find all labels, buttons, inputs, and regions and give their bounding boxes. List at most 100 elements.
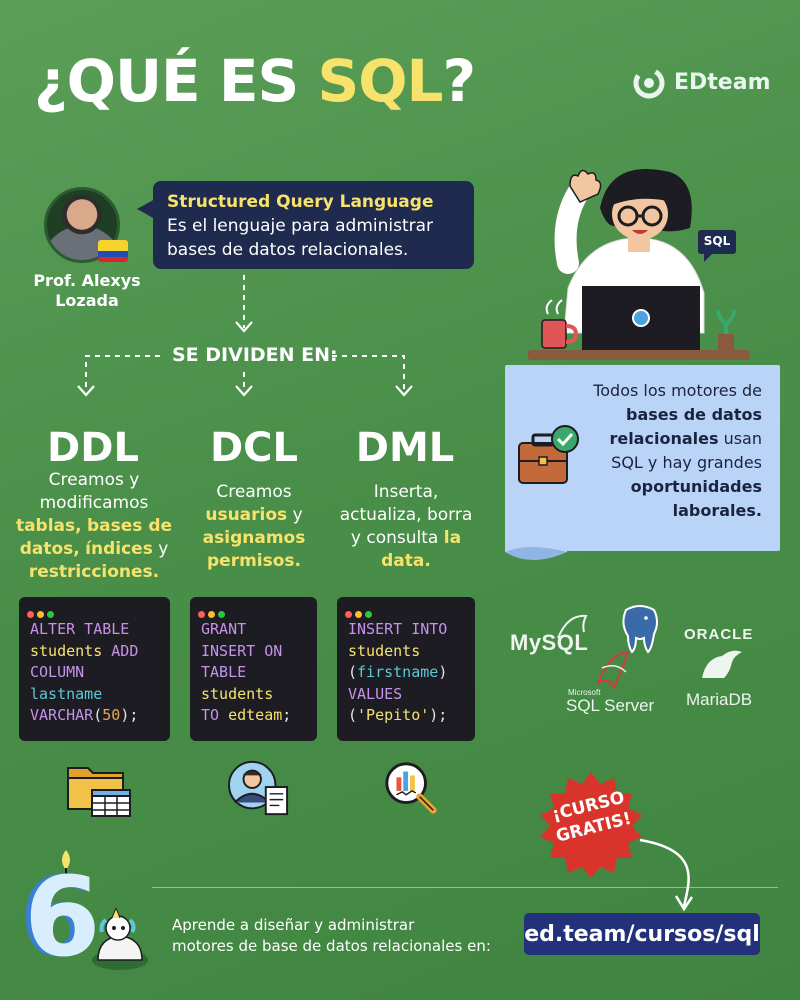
dml-desc-line: data. — [326, 550, 486, 573]
ddl-desc-line: tablas, bases de — [10, 515, 178, 538]
dml-description: Inserta, actualiza, borra y consulta la dat… — [326, 481, 486, 573]
code-token: INSERT INTO — [348, 620, 448, 638]
laptop-sql-bubble: SQL — [703, 234, 731, 248]
definition-bubble: Structured Query Language Es el lenguaje… — [137, 181, 474, 269]
dml-desc-highlight: data. — [381, 551, 431, 571]
dml-desc-line: actualiza, borra — [326, 504, 486, 527]
code-token: ) — [438, 663, 448, 681]
info-card-line: relacionales usan — [505, 427, 762, 451]
briefcase-check-icon — [518, 425, 579, 484]
ddl-desc-text: y — [152, 539, 169, 559]
sqlserver-logo: SQL Server — [566, 696, 655, 715]
ddl-desc-line: restricciones. — [10, 561, 178, 584]
logo-text: EDteam — [674, 70, 771, 95]
code-token: edteam — [228, 706, 283, 724]
mysql-dolphin-icon — [557, 614, 588, 639]
ddl-desc-highlight: índices — [85, 539, 153, 559]
data-analysis-icon — [385, 762, 437, 814]
promo-text: Aprende a diseñar y administrar motores … — [172, 915, 491, 957]
dcl-desc-text: Creamos — [216, 482, 292, 502]
ddl-code-block: ALTER TABLE students ADD COLUMN lastname VAR… — [19, 597, 170, 741]
code-token: GRANT — [201, 620, 247, 638]
window-dots — [345, 603, 375, 625]
code-token: ); — [429, 706, 448, 724]
teacher-with-laptop-illustration — [528, 168, 750, 360]
code-token: TO — [201, 706, 229, 724]
title-prefix: ¿QUÉ ES — [34, 47, 318, 115]
colombia-flag-icon — [98, 240, 128, 262]
dml-desc-line: Inserta, — [326, 481, 486, 504]
dcl-description: Creamos usuarios y asignamos permisos. — [180, 481, 328, 573]
user-permissions-icon — [228, 760, 289, 816]
anniversary-number: 6 — [24, 853, 101, 981]
professor-name-line2: Lozada — [55, 291, 119, 310]
code-line: ('Pepito'); — [348, 705, 464, 727]
code-token: ); — [120, 706, 139, 724]
dcl-desc-highlight: permisos. — [207, 551, 301, 571]
dml-code-block: INSERT INTO students (firstname) VALUES ('Pe… — [337, 597, 475, 741]
code-token: students — [30, 641, 112, 660]
divider-label: SE DIVIDEN EN: — [172, 344, 338, 366]
definition-line1: Es el lenguaje para administrar — [167, 216, 434, 236]
code-line: GRANT — [201, 619, 306, 641]
code-line: TO edteam; — [201, 705, 306, 727]
dml-desc-text: Inserta, — [373, 482, 439, 502]
page-title: ¿QUÉ ES SQL? — [34, 52, 476, 110]
ddl-desc-line: Creamos y — [10, 469, 178, 492]
title-highlight: SQL — [317, 47, 443, 115]
dcl-desc-highlight: usuarios — [205, 505, 288, 525]
footer-divider — [152, 887, 778, 888]
postgresql-elephant-icon — [622, 605, 658, 654]
ddl-heading: DDL — [47, 425, 139, 471]
ddl-desc-text: Creamos y — [48, 470, 140, 490]
code-token: ( — [93, 706, 103, 724]
dcl-desc-line: usuarios y — [180, 504, 328, 527]
info-card-line: oportunidades — [505, 475, 762, 499]
code-token: students — [348, 641, 421, 660]
code-token: VARCHAR — [30, 706, 94, 724]
code-token: ; — [282, 706, 292, 724]
sqlserver-icon — [597, 650, 630, 691]
code-token: ( — [348, 663, 358, 681]
course-url-button[interactable]: ed.team/cursos/sql — [524, 913, 760, 955]
code-token: ADD — [111, 641, 139, 660]
unicorn-mascot-icon — [92, 908, 148, 970]
edteam-logo[interactable]: EDteam — [632, 64, 772, 104]
promo-line1: Aprende a diseñar y administrar — [172, 916, 415, 934]
dml-desc-text: actualiza, borra — [339, 505, 473, 525]
definition-title: Structured Query Language — [167, 192, 434, 212]
code-line: VARCHAR(50); — [30, 705, 159, 727]
code-token: students — [201, 684, 274, 703]
mariadb-logo: MariaDB — [686, 690, 753, 709]
info-card-line: laborales. — [505, 499, 762, 523]
ddl-description: Creamos y modificamos tablas, bases de dato… — [10, 469, 178, 584]
dcl-desc-highlight: asignamos — [202, 528, 306, 548]
ddl-desc-line: modificamos — [10, 492, 178, 515]
code-token: 'Pepito' — [357, 706, 430, 724]
window-dots — [198, 603, 228, 625]
code-token: firstname — [357, 663, 439, 681]
code-line: (firstname) — [348, 662, 464, 684]
code-token: TABLE — [201, 663, 247, 681]
professor-name: Prof. Alexys Lozada — [22, 271, 152, 311]
definition-line2: bases de datos relacionales. — [167, 240, 409, 260]
mariadb-seal-icon — [702, 650, 742, 678]
dcl-heading: DCL — [209, 425, 299, 471]
code-line: students — [201, 684, 306, 706]
oracle-logo: ORACLE — [684, 626, 754, 643]
code-token: VALUES — [348, 684, 403, 703]
code-line: lastname — [30, 684, 159, 706]
ddl-desc-highlight: datos, — [19, 539, 80, 559]
code-token: ( — [348, 706, 358, 724]
code-line: INSERT INTO — [348, 619, 464, 641]
mysql-logo: MySQL — [510, 630, 589, 655]
info-card-line: Todos los motores de — [505, 379, 762, 403]
info-card-text: usan — [718, 429, 762, 448]
dcl-desc-line: permisos. — [180, 550, 328, 573]
code-token: ALTER TABLE — [30, 620, 130, 638]
ddl-desc-highlight: bases de — [87, 516, 173, 536]
code-line: INSERT ON — [201, 641, 306, 663]
dml-desc-text: y consulta — [350, 528, 444, 548]
dml-desc-highlight: la — [443, 528, 462, 548]
code-line: TABLE — [201, 662, 306, 684]
